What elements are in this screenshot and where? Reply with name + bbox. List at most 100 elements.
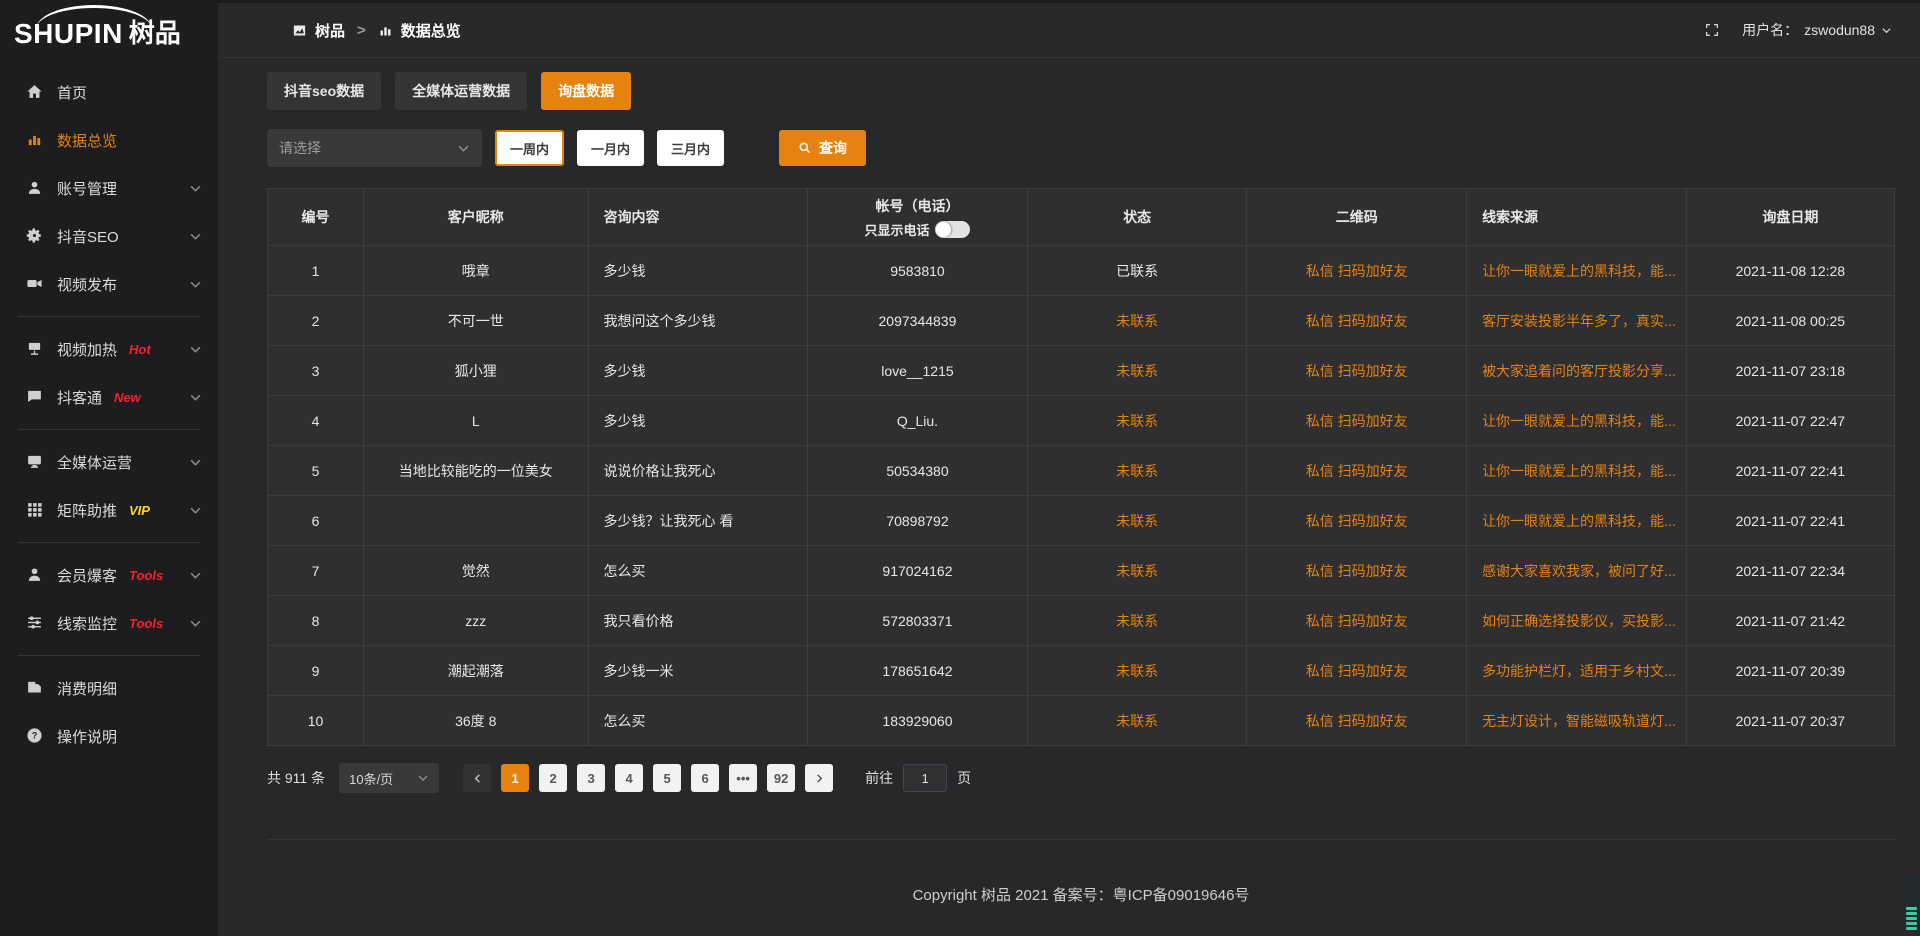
tab-media-operation-data[interactable]: 全媒体运营数据: [395, 72, 528, 110]
cell-source: 让你一眼就爱上的黑科技，能...: [1466, 245, 1687, 296]
sidebar-divider: [18, 316, 200, 317]
topbar-right: 用户名： zswodun88: [1704, 20, 1892, 40]
sidebar-item-data-overview[interactable]: 数据总览: [0, 116, 218, 164]
source-link[interactable]: 让你一眼就爱上的黑科技，能...: [1482, 262, 1676, 279]
sidebar-item-matrix-boost[interactable]: 矩阵助推 VIP: [0, 486, 218, 534]
col-header-date: 询盘日期: [1685, 188, 1896, 246]
range-button-three-months[interactable]: 三月内: [657, 130, 725, 166]
cell-content: 怎么买: [587, 695, 809, 746]
sidebar-item-home[interactable]: 首页: [0, 68, 218, 116]
sidebar-item-instructions[interactable]: ? 操作说明: [0, 712, 218, 760]
sidebar-item-clue-monitor[interactable]: 线索监控 Tools: [0, 599, 218, 647]
page-button-3[interactable]: 3: [577, 764, 606, 792]
qr-friend-link[interactable]: 私信 扫码加好友: [1305, 712, 1408, 729]
floating-widget[interactable]: [1904, 874, 1919, 932]
cell-date: 2021-11-08 00:25: [1685, 295, 1896, 346]
next-page-button[interactable]: [805, 764, 834, 792]
source-link[interactable]: 让你一眼就爱上的黑科技，能...: [1482, 512, 1676, 529]
phone-only-toggle[interactable]: [935, 220, 971, 238]
cell-date: 2021-11-07 20:37: [1685, 695, 1896, 746]
qr-friend-link[interactable]: 私信 扫码加好友: [1305, 362, 1408, 379]
tab-inquiry-data[interactable]: 询盘数据: [541, 72, 632, 110]
source-link[interactable]: 如何正确选择投影仪，买投影...: [1482, 612, 1676, 629]
cell-id: 4: [267, 395, 364, 446]
table-row: 3 狐小狸 多少钱 love__1215 未联系 私信 扫码加好友 被大家追着问的客厅投影分…: [267, 345, 1896, 396]
cell-status: 未联系: [1026, 645, 1248, 696]
sidebar-item-consumption-detail[interactable]: 消费明细: [0, 664, 218, 712]
page-size-select[interactable]: 10条/页: [339, 763, 440, 793]
cell-nickname: L: [362, 395, 589, 446]
sidebar-item-account-management[interactable]: 账号管理: [0, 164, 218, 212]
sidebar-item-label: 视频发布: [57, 276, 118, 294]
page-button-5[interactable]: 5: [653, 764, 682, 792]
table-row: 5 当地比较能吃的一位美女 说说价格让我死心 50534380 未联系 私信 扫码加好友 让…: [267, 445, 1896, 496]
cell-source: 多功能护栏灯，适用于乡村文...: [1466, 645, 1687, 696]
sidebar-nav: 首页 数据总览 账号管理 抖音SEO 视频发布视频加热 Hot 抖客通 New 全媒体运营 矩阵助…: [0, 58, 218, 760]
tab-douyin-seo-data[interactable]: 抖音seo数据: [267, 72, 382, 110]
qr-friend-link[interactable]: 私信 扫码加好友: [1305, 312, 1408, 329]
source-link[interactable]: 被大家追着问的客厅投影分享...: [1482, 362, 1676, 379]
cell-source: 无主灯设计，智能磁吸轨道灯...: [1466, 695, 1687, 746]
qr-friend-link[interactable]: 私信 扫码加好友: [1305, 412, 1408, 429]
qr-friend-link[interactable]: 私信 扫码加好友: [1305, 262, 1408, 279]
col-header-nickname: 客户昵称: [362, 188, 589, 246]
qr-friend-link[interactable]: 私信 扫码加好友: [1305, 562, 1408, 579]
cell-nickname: 哦章: [362, 245, 589, 296]
logo-arc: [36, 5, 152, 29]
cell-nickname: 觉然: [362, 545, 589, 596]
footer: Copyright 树品 2021 备案号：粤ICP备09019646号: [267, 839, 1895, 925]
cell-nickname: 潮起潮落: [362, 645, 589, 696]
chevron-down-icon: [189, 504, 202, 517]
goto-page-input[interactable]: [903, 764, 948, 792]
sidebar-item-label: 视频加热: [57, 341, 118, 359]
sidebar-item-member-baoke[interactable]: 会员爆客 Tools: [0, 551, 218, 599]
qr-friend-link[interactable]: 私信 扫码加好友: [1305, 612, 1408, 629]
chevron-down-icon: [189, 343, 202, 356]
range-button-one-week[interactable]: 一周内: [495, 130, 565, 166]
qr-friend-link[interactable]: 私信 扫码加好友: [1305, 512, 1408, 529]
prev-page-button[interactable]: [463, 764, 492, 792]
user-menu[interactable]: 用户名： zswodun88: [1742, 20, 1892, 40]
search-button[interactable]: 查询: [779, 130, 867, 166]
qr-friend-link[interactable]: 私信 扫码加好友: [1305, 662, 1408, 679]
page-buttons: 1 2 3 4 5 6 ••• 92: [501, 764, 805, 792]
sidebar-item-douketong[interactable]: 抖客通 New: [0, 373, 218, 421]
cell-id: 6: [267, 495, 364, 546]
sidebar-item-video-publish[interactable]: 视频发布: [0, 260, 218, 308]
source-link[interactable]: 无主灯设计，智能磁吸轨道灯...: [1482, 712, 1676, 729]
cell-status: 未联系: [1026, 445, 1248, 496]
table-row: 9 潮起潮落 多少钱一米 178651642 未联系 私信 扫码加好友 多功能护栏灯，适用于…: [267, 645, 1896, 696]
source-link[interactable]: 感谢大家喜欢我家，被问了好...: [1482, 562, 1676, 579]
page-button-2[interactable]: 2: [539, 764, 568, 792]
cell-id: 8: [267, 595, 364, 646]
source-link[interactable]: 客厅安装投影半年多了，真实...: [1482, 312, 1676, 329]
sidebar-item-douyin-seo[interactable]: 抖音SEO: [0, 212, 218, 260]
qr-friend-link[interactable]: 私信 扫码加好友: [1305, 462, 1408, 479]
breadcrumb-current: 数据总览: [400, 22, 461, 40]
cell-nickname: [362, 495, 589, 546]
page-size-value: 10条/页: [349, 771, 394, 787]
page-button-1[interactable]: 1: [501, 764, 530, 792]
cell-account: 178651642: [807, 645, 1028, 696]
page-button-92[interactable]: 92: [767, 764, 796, 792]
gear-icon: [26, 227, 44, 245]
sidebar-item-media-operation[interactable]: 全媒体运营: [0, 438, 218, 486]
goto-suffix: 页: [957, 770, 972, 786]
topbar: 树品 > 数据总览 用户名： zswodun88: [218, 0, 1920, 58]
cell-qrcode: 私信 扫码加好友: [1246, 445, 1468, 496]
source-link[interactable]: 让你一眼就爱上的黑科技，能...: [1482, 462, 1676, 479]
filter-select[interactable]: 请选择: [267, 129, 482, 167]
sidebar-item-video-heating[interactable]: 视频加热 Hot: [0, 325, 218, 373]
page-button-6[interactable]: 6: [691, 764, 720, 792]
col-header-status: 状态: [1026, 188, 1248, 246]
page-button-4[interactable]: 4: [615, 764, 644, 792]
source-link[interactable]: 让你一眼就爱上的黑科技，能...: [1482, 412, 1676, 429]
cell-status: 未联系: [1026, 345, 1248, 396]
fullscreen-icon[interactable]: [1704, 22, 1720, 38]
range-button-one-month[interactable]: 一月内: [577, 130, 645, 166]
col-header-account: 帐号（电话） 只显示电话: [807, 188, 1028, 246]
page-ellipsis-button[interactable]: •••: [729, 764, 758, 792]
breadcrumb-root[interactable]: 树品: [315, 22, 346, 40]
source-link[interactable]: 多功能护栏灯，适用于乡村文...: [1482, 662, 1676, 679]
content: 抖音seo数据 全媒体运营数据 询盘数据 请选择 一周内 一月内 三月内 查询: [218, 58, 1920, 936]
